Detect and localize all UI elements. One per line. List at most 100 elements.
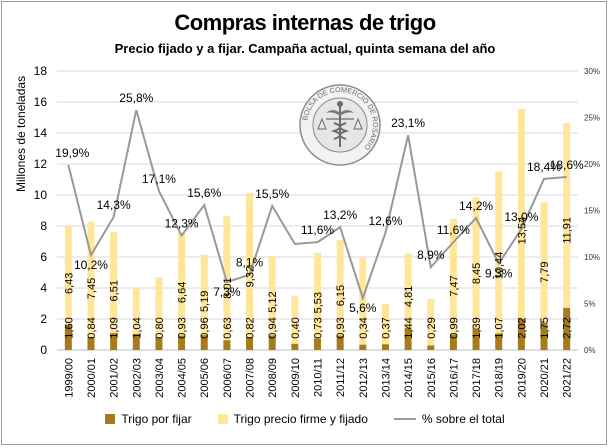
y2-tick-label: 30% bbox=[584, 67, 600, 76]
bar-fijado bbox=[472, 197, 480, 329]
x-tick-label: 2021/22 bbox=[562, 358, 574, 398]
data-label-fijar: 0,94 bbox=[267, 317, 279, 338]
data-label-porcentaje: 14,3% bbox=[97, 198, 131, 212]
bolsa-de-comercio-logo: BOLSA DE COMERCIO DE ROSARIO bbox=[299, 84, 381, 166]
bar-fijar bbox=[246, 337, 254, 350]
chart-legend: Trigo por fijar Trigo precio firme y fij… bbox=[0, 412, 610, 426]
data-label-fijar: 0,99 bbox=[448, 317, 460, 338]
data-label-fijado: 5,19 bbox=[199, 291, 211, 312]
bar-fijado bbox=[200, 254, 208, 336]
legend-item-fijar: Trigo por fijar bbox=[105, 412, 192, 426]
data-label-fijado: 6,15 bbox=[335, 285, 347, 306]
data-label-porcentaje: 10,2% bbox=[74, 258, 108, 272]
bar-fijar bbox=[336, 335, 344, 350]
bar-fijar bbox=[449, 334, 457, 350]
data-label-fijado: 6,51 bbox=[109, 280, 121, 301]
y-tick-label: 0 bbox=[40, 343, 47, 357]
bar-fijar bbox=[404, 327, 412, 350]
data-label-fijado: 9,32 bbox=[245, 266, 257, 287]
bar-fijado bbox=[110, 232, 118, 334]
bar-fijar bbox=[291, 343, 299, 350]
series-line-porcentaje bbox=[67, 109, 567, 302]
bar-fijar bbox=[132, 333, 140, 350]
bar-fijar bbox=[178, 335, 186, 350]
x-tick-label: 2002/03 bbox=[131, 358, 143, 398]
data-label-porcentaje: 9,3% bbox=[485, 267, 513, 281]
x-tick-label: 2018/19 bbox=[494, 358, 506, 398]
x-tick-label: 2017/18 bbox=[471, 358, 483, 398]
bar-fijado bbox=[178, 232, 186, 336]
bar-fijar bbox=[472, 328, 480, 350]
data-label-fijar: 0,93 bbox=[335, 317, 347, 338]
bar-fijado bbox=[359, 257, 367, 345]
bar-fijar bbox=[223, 340, 231, 350]
bar-fijado bbox=[540, 202, 548, 323]
y-tick-label: 12 bbox=[34, 157, 48, 171]
x-tick-label: 2019/20 bbox=[516, 358, 528, 398]
data-label-porcentaje: 12,6% bbox=[368, 214, 402, 228]
data-label-porcentaje: 18,4% bbox=[527, 160, 561, 174]
bar-fijado bbox=[563, 123, 571, 308]
data-label-fijado: 6,64 bbox=[177, 282, 189, 303]
x-tick-label: 2008/09 bbox=[267, 358, 279, 398]
data-label-fijar: 1,60 bbox=[63, 317, 75, 338]
bar-fijar bbox=[110, 333, 118, 350]
bar-fijar bbox=[268, 335, 276, 350]
data-label-fijado: 8,45 bbox=[471, 263, 483, 284]
x-tick-label: 1999/00 bbox=[63, 358, 75, 398]
data-label-fijar: 0,96 bbox=[199, 317, 211, 338]
data-label-fijar: 0,40 bbox=[290, 317, 302, 338]
data-label-fijado: 8,01 bbox=[222, 277, 234, 298]
data-label-porcentaje: 13,0% bbox=[504, 210, 538, 224]
bar-fijado bbox=[336, 240, 344, 336]
data-label-fijar: 0,73 bbox=[313, 317, 325, 338]
x-tick-label: 2006/07 bbox=[222, 358, 234, 398]
y2-tick-label: 25% bbox=[584, 114, 600, 123]
data-label-fijado: 6,43 bbox=[63, 273, 75, 294]
data-label-fijar: 2,72 bbox=[562, 317, 574, 338]
data-label-porcentaje: 8,9% bbox=[417, 248, 445, 262]
x-tick-label: 2020/21 bbox=[539, 358, 551, 398]
x-tick-label: 2009/10 bbox=[290, 358, 302, 398]
data-label-porcentaje: 8,1% bbox=[236, 256, 264, 270]
x-tick-label: 2011/12 bbox=[335, 358, 347, 397]
data-label-fijar: 1,75 bbox=[539, 317, 551, 338]
bar-fijar bbox=[64, 325, 72, 350]
data-label-fijar: 1,07 bbox=[494, 317, 506, 338]
data-label-porcentaje: 15,6% bbox=[187, 186, 221, 200]
legend-swatch-fijar bbox=[105, 414, 116, 424]
x-tick-label: 2001/02 bbox=[109, 358, 121, 398]
bar-fijar bbox=[517, 318, 525, 350]
x-tick-label: 2000/01 bbox=[86, 358, 98, 398]
y-tick-label: 14 bbox=[34, 126, 48, 140]
data-label-fijado: 4,81 bbox=[403, 286, 415, 307]
data-label-porcentaje: 7,3% bbox=[213, 285, 241, 299]
legend-swatch-fijado bbox=[217, 414, 228, 424]
bar-fijar bbox=[495, 333, 503, 350]
data-label-fijar: 0,63 bbox=[222, 317, 234, 338]
data-label-porcentaje: 11,6% bbox=[437, 223, 470, 237]
data-label-fijado: 5,53 bbox=[313, 292, 325, 313]
data-label-fijado: 7,79 bbox=[539, 261, 551, 282]
y-tick-label: 8 bbox=[40, 219, 47, 233]
bar-fijado bbox=[517, 108, 525, 319]
data-label-porcentaje: 25,8% bbox=[119, 91, 153, 105]
y-tick-label: 16 bbox=[34, 95, 48, 109]
data-label-fijar: 0,29 bbox=[426, 317, 438, 338]
data-label-fijado: 7,47 bbox=[448, 275, 460, 296]
data-label-fijar: 1,39 bbox=[471, 317, 483, 338]
data-label-fijar: 0,93 bbox=[177, 317, 189, 338]
y2-tick-label: 20% bbox=[584, 160, 600, 169]
bar-fijar bbox=[87, 336, 95, 350]
bar-fijar bbox=[427, 345, 435, 350]
data-label-fijar: 0,82 bbox=[245, 317, 257, 338]
chart-subtitle: Precio fijado y a fijar. Campaña actual,… bbox=[114, 41, 496, 56]
data-label-porcentaje: 14,2% bbox=[459, 199, 493, 213]
x-tick-label: 2007/08 bbox=[245, 358, 257, 398]
y2-tick-label: 5% bbox=[584, 300, 596, 309]
data-label-porcentaje: 11,6% bbox=[301, 223, 334, 237]
data-label-fijar: 0,84 bbox=[86, 317, 98, 338]
legend-swatch-porcentaje bbox=[393, 418, 416, 420]
data-label-porcentaje: 5,6% bbox=[349, 301, 377, 315]
bar-fijado bbox=[404, 253, 412, 328]
